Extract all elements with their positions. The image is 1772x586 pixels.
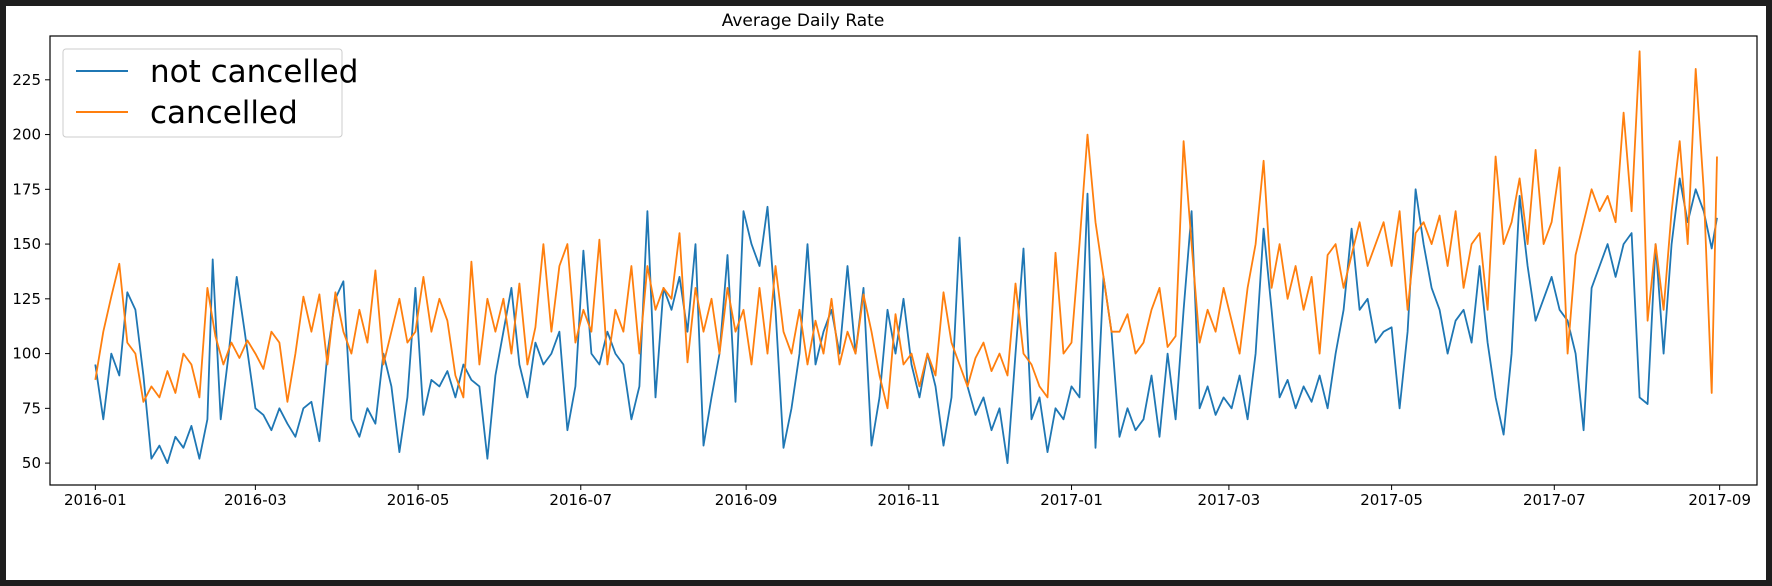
x-tick-label: 2017-07 [1523,491,1586,509]
x-tick-label: 2016-05 [387,491,450,509]
y-tick-label: 150 [12,235,41,253]
x-tick-label: 2016-07 [549,491,612,509]
chart-svg: Average Daily Rate 2016-01 2016-03 2016-05… [12,11,1758,509]
legend-box [62,48,343,138]
x-tick-label: 2016-09 [715,491,778,509]
y-axis: 50 75 100 125 150 175 200 225 [12,71,50,472]
x-tick-label: 2017-01 [1040,491,1103,509]
chart-title: Average Daily Rate [722,11,885,31]
legend-label-not-cancelled: not cancelled [150,54,358,90]
y-tick-label: 225 [12,71,41,89]
x-tick-label: 2017-09 [1688,491,1751,509]
y-tick-label: 200 [12,126,41,144]
x-tick-label: 2016-01 [64,491,127,509]
series-layer [94,50,1718,465]
series-line-cancelled [94,50,1718,410]
y-tick-label: 100 [12,345,41,363]
legend: not cancelled cancelled [62,48,358,138]
x-tick-label: 2016-11 [877,491,940,509]
x-axis: 2016-01 2016-03 2016-05 2016-07 2016-09 2016-… [64,485,1751,509]
chart-figure: Average Daily Rate 2016-01 2016-03 2016-05… [6,6,1766,580]
x-tick-label: 2017-05 [1360,491,1423,509]
y-tick-label: 125 [12,290,41,308]
legend-label-cancelled: cancelled [150,95,298,131]
series-line-not-cancelled [94,177,1718,465]
y-tick-label: 175 [12,180,41,198]
x-tick-label: 2016-03 [224,491,287,509]
x-tick-label: 2017-03 [1198,491,1261,509]
y-tick-label: 50 [22,454,41,472]
y-tick-label: 75 [22,399,41,417]
